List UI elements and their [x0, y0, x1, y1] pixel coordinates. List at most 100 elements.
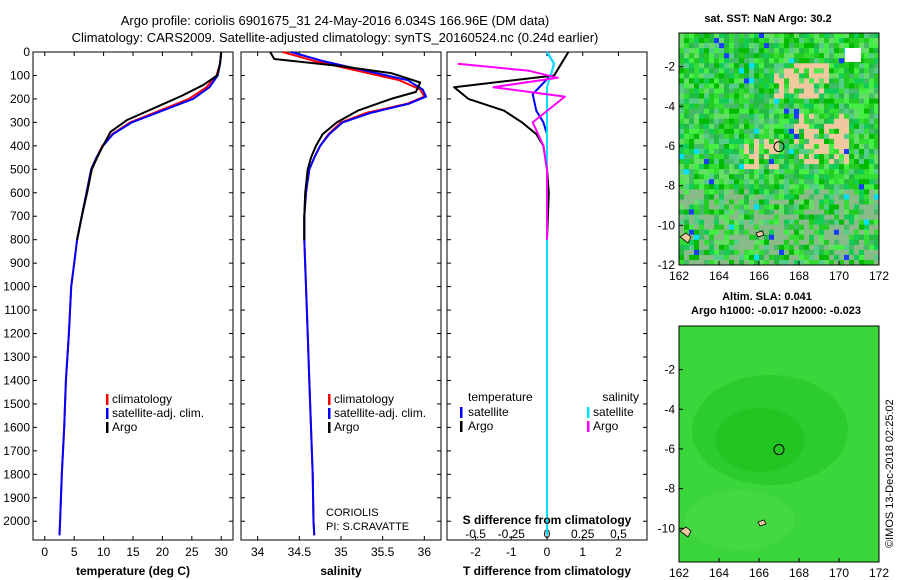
- sst-cell: [724, 254, 730, 261]
- sst-cell: [819, 103, 825, 109]
- sst-cell: [859, 98, 865, 104]
- sst-cell: [769, 73, 775, 79]
- series-argo: [76, 51, 223, 240]
- sst-cell: [724, 234, 730, 241]
- sst-cell: [694, 98, 700, 104]
- sst-cell: [854, 254, 860, 261]
- sst-cell: [799, 149, 805, 155]
- x-tick-label: 15: [126, 545, 140, 559]
- sst-cell: [814, 88, 820, 94]
- sst-cell: [679, 78, 685, 84]
- sst-cell: [814, 159, 820, 165]
- legend-swatch-t-satellite: [460, 407, 463, 418]
- sst-cell: [804, 103, 810, 109]
- sst-cell: [689, 224, 695, 230]
- sst-cell: [804, 254, 810, 261]
- map-x-tick-label: 164: [709, 566, 729, 580]
- sst-cell: [819, 98, 825, 104]
- sst-cell: [734, 259, 740, 266]
- sst-cell: [844, 78, 850, 84]
- sst-cell: [834, 224, 840, 230]
- sst-cell: [704, 98, 710, 104]
- sst-cell: [729, 118, 735, 125]
- sst-cell: [749, 123, 755, 130]
- map-y-tick-label: -10: [658, 218, 676, 232]
- sst-cell: [844, 209, 850, 215]
- sst-cell: [809, 103, 815, 109]
- sst-cell: [689, 88, 695, 94]
- sst-cell: [809, 98, 815, 104]
- temperature-xlabel: temperature (deg C): [76, 564, 190, 578]
- sst-cell: [679, 154, 685, 160]
- sst-cell: [709, 48, 715, 54]
- sst-cell: [689, 214, 695, 220]
- sst-cell: [779, 179, 785, 185]
- sst-cell: [739, 38, 745, 44]
- x-tick-label: -2: [470, 545, 481, 559]
- sst-cell: [869, 224, 875, 230]
- sst-cell: [679, 174, 685, 180]
- sst-cell: [724, 259, 730, 266]
- x-tick-label: 30: [215, 545, 229, 559]
- sst-cell: [689, 128, 695, 135]
- salinity-panel: 34 34.5 35 35.5 36: [240, 51, 442, 559]
- sst-cell: [689, 189, 695, 195]
- sst-cell: [744, 33, 750, 39]
- sst-cell: [874, 204, 880, 210]
- sst-cell: [829, 259, 835, 266]
- sst-cell: [779, 154, 785, 160]
- sst-cell: [829, 138, 835, 145]
- sst-cell: [719, 58, 725, 64]
- sst-cell: [689, 78, 695, 84]
- sst-cell: [764, 53, 770, 59]
- sst-cell: [764, 149, 770, 155]
- sst-cell: [749, 138, 755, 145]
- sst-cell: [779, 189, 785, 195]
- sst-cell: [774, 259, 780, 266]
- sst-cell: [774, 219, 780, 225]
- sst-cell: [859, 33, 865, 39]
- sst-cell: [869, 78, 875, 84]
- sst-cell: [834, 33, 840, 39]
- sst-cell: [799, 219, 805, 225]
- sst-cell: [714, 123, 720, 130]
- sst-cell: [819, 159, 825, 165]
- sst-cell: [854, 83, 860, 89]
- sst-cell: [844, 244, 850, 251]
- map-y-tick-label: -2: [664, 60, 675, 74]
- sst-cell: [799, 118, 805, 125]
- sst-cell: [734, 33, 740, 39]
- legend-swatch-argo: [328, 422, 331, 433]
- sst-cell: [784, 199, 790, 205]
- sst-cell: [824, 199, 830, 205]
- sst-cell: [734, 169, 740, 175]
- sst-cell: [779, 83, 785, 89]
- sst-cell: [784, 214, 790, 220]
- sst-cell: [814, 138, 820, 145]
- sst-cell: [709, 73, 715, 79]
- sst-cell: [759, 138, 765, 145]
- sst-cell: [869, 249, 875, 256]
- sst-cell: [824, 249, 830, 256]
- sst-cell: [699, 184, 705, 190]
- sst-cell: [844, 73, 850, 79]
- sst-cell: [704, 214, 710, 220]
- sst-cell: [809, 149, 815, 155]
- sst-cell: [679, 214, 685, 220]
- sst-cell: [739, 174, 745, 180]
- sst-cell: [794, 63, 800, 69]
- sst-cell: [724, 33, 730, 39]
- sst-cell: [724, 43, 730, 49]
- sst-cell: [774, 239, 780, 246]
- sst-cell: [724, 113, 730, 120]
- sst-cell: [774, 143, 780, 150]
- sst-cell: [819, 179, 825, 185]
- sst-cell: [789, 78, 795, 84]
- sst-cell: [839, 68, 845, 74]
- sst-cell: [764, 259, 770, 266]
- sst-cell: [844, 128, 850, 135]
- sst-cell: [774, 254, 780, 261]
- sst-cell: [844, 164, 850, 170]
- sst-cell: [834, 254, 840, 261]
- sst-cell: [819, 204, 825, 210]
